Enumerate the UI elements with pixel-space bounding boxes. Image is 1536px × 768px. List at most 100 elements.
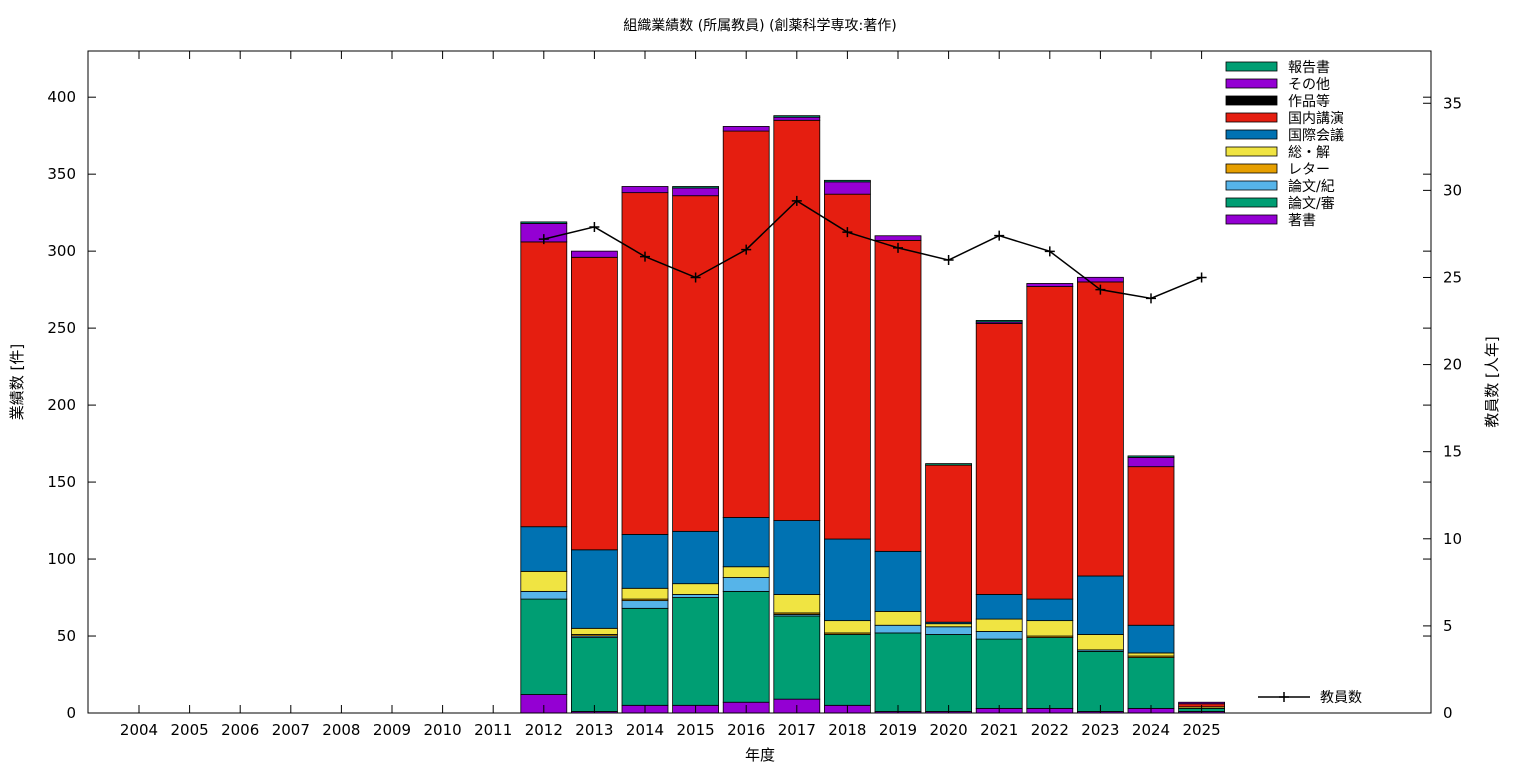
legend-swatch xyxy=(1225,95,1278,106)
legend-swatch xyxy=(1225,180,1278,191)
line-point xyxy=(538,234,549,245)
y2-tick-label: 5 xyxy=(1443,617,1453,635)
legend-swatch xyxy=(1225,163,1278,174)
y-tick-label: 150 xyxy=(47,473,76,491)
line-point xyxy=(690,272,701,283)
line-point xyxy=(589,221,600,232)
bar-segment xyxy=(925,626,972,635)
y-tick-label: 350 xyxy=(47,165,76,183)
bar-segment xyxy=(1127,657,1175,709)
bar-segment xyxy=(925,623,972,628)
bar-segment xyxy=(874,239,922,552)
bar-segment xyxy=(975,323,1023,595)
line-point xyxy=(1196,272,1207,283)
legend-label: 作品等 xyxy=(1288,93,1330,110)
legend-swatch xyxy=(1225,197,1278,208)
bar-segment xyxy=(1127,466,1175,626)
legend-label: 論文/審 xyxy=(1288,196,1335,212)
bar-segment xyxy=(1026,283,1074,287)
x-tick-label: 2008 xyxy=(322,721,360,739)
line-point xyxy=(1095,284,1106,295)
bar-segment xyxy=(571,250,618,258)
x-tick-label: 2015 xyxy=(677,721,715,739)
bar-segment xyxy=(520,526,568,572)
y-tick-label: 200 xyxy=(47,396,76,414)
legend-swatch xyxy=(1225,129,1278,140)
x-tick-label: 2014 xyxy=(626,721,664,739)
bar-segment xyxy=(571,549,618,629)
legend-label: レター xyxy=(1288,162,1330,178)
y-axis-label: 業績数 [件] xyxy=(8,344,26,420)
bar-segment xyxy=(824,620,871,634)
legend-swatch xyxy=(1225,146,1278,157)
bar-segment xyxy=(1077,276,1124,283)
bar-segment xyxy=(722,130,770,518)
bar-segment xyxy=(874,235,922,241)
bar-segment xyxy=(520,221,568,224)
line-layer xyxy=(538,195,1207,304)
bar-segment xyxy=(1127,455,1175,458)
y-tick-label: 50 xyxy=(57,627,76,645)
y2-tick-label: 25 xyxy=(1443,268,1462,286)
x-tick-label: 2007 xyxy=(272,721,310,739)
bar-segment xyxy=(621,186,669,194)
y2-tick-label: 30 xyxy=(1443,181,1462,199)
legend-label: 国際会議 xyxy=(1288,127,1344,144)
bar-segment xyxy=(672,186,719,189)
bar-segment xyxy=(773,615,821,700)
bar-segment xyxy=(520,241,568,528)
bar-segment xyxy=(672,594,719,598)
y2-axis: 0 5 10 15 20 25 30 35 xyxy=(1423,94,1462,722)
y-tick-label: 100 xyxy=(47,550,76,568)
bar-segment xyxy=(1127,457,1175,468)
y2-tick-label: 10 xyxy=(1443,530,1462,548)
bar-segment xyxy=(672,195,719,532)
y2-tick-label: 15 xyxy=(1443,443,1462,461)
bar-segment xyxy=(824,538,871,622)
bars-layer xyxy=(520,115,1225,714)
x-tick-label: 2013 xyxy=(575,721,613,739)
bar-segment xyxy=(975,631,1023,640)
bar-segment xyxy=(975,638,1023,709)
bar-segment xyxy=(824,181,871,195)
x-tick-label: 2017 xyxy=(778,721,816,739)
x-tick-label: 2010 xyxy=(424,721,462,739)
x-axis: 2004 2005 2006 2007 2008 2009 2010 2011 2012 2013… xyxy=(120,51,1221,739)
bar-segment xyxy=(621,587,669,600)
bar-segment xyxy=(722,517,770,568)
x-tick-label: 2004 xyxy=(120,721,158,739)
x-tick-label: 2005 xyxy=(171,721,209,739)
legend-swatch xyxy=(1225,112,1278,123)
bar-segment xyxy=(824,193,871,540)
bar-segment xyxy=(571,637,618,712)
bar-segment xyxy=(1077,281,1124,577)
legend-swatch xyxy=(1225,214,1278,225)
bar-segment xyxy=(722,577,770,592)
legend-swatch xyxy=(1225,61,1278,72)
bar-segment xyxy=(621,607,669,706)
y-tick-label: 250 xyxy=(47,319,76,337)
bar-segment xyxy=(672,583,719,595)
bar-segment xyxy=(621,192,669,535)
bar-segment xyxy=(1026,620,1074,637)
legend-label: その他 xyxy=(1288,77,1330,93)
bar-segment xyxy=(1026,637,1074,709)
x-tick-label: 2020 xyxy=(930,721,968,739)
bar-segment xyxy=(925,464,972,623)
y2-tick-label: 20 xyxy=(1443,356,1462,374)
y-tick-label: 300 xyxy=(47,242,76,260)
bar-segment xyxy=(722,126,770,132)
line-point xyxy=(842,227,853,238)
bar-segment xyxy=(773,116,821,121)
bar-segment xyxy=(1178,701,1225,705)
bar-segment xyxy=(672,530,719,585)
line-legend-label: 教員数 xyxy=(1320,690,1362,706)
bar-segment xyxy=(722,566,770,578)
bar-segment xyxy=(1077,651,1124,712)
line-point xyxy=(893,242,903,253)
x-tick-label: 2024 xyxy=(1132,721,1170,739)
bar-segment xyxy=(824,179,871,183)
legend-label: 総・解 xyxy=(1288,145,1330,161)
faculty-line xyxy=(543,199,1202,300)
